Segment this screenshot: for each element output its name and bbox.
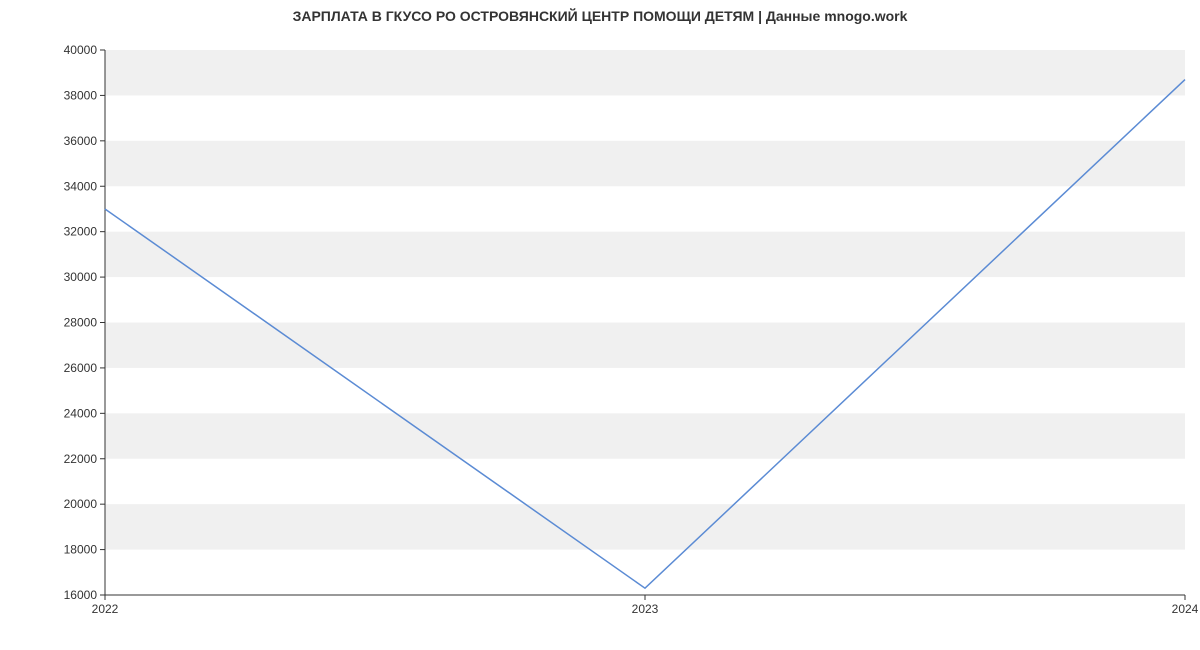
ytick-label: 38000 <box>64 88 98 102</box>
xtick-label: 2023 <box>632 602 659 616</box>
grid-band <box>105 504 1185 549</box>
chart-container: ЗАРПЛАТА В ГКУСО РО ОСТРОВЯНСКИЙ ЦЕНТР П… <box>0 0 1200 650</box>
ytick-label: 30000 <box>64 270 98 284</box>
ytick-label: 28000 <box>64 316 98 330</box>
ytick-label: 26000 <box>64 361 98 375</box>
ytick-label: 16000 <box>64 588 98 602</box>
xtick-label: 2022 <box>92 602 119 616</box>
grid-band <box>105 232 1185 277</box>
ytick-label: 40000 <box>64 43 98 57</box>
ytick-label: 22000 <box>64 452 98 466</box>
grid-band <box>105 413 1185 458</box>
ytick-label: 18000 <box>64 543 98 557</box>
chart-svg: 16000 18000 20000 22000 24000 26000 28000 30000… <box>0 0 1200 650</box>
xtick-label: 2024 <box>1172 602 1199 616</box>
ytick-label: 20000 <box>64 497 98 511</box>
grid-band <box>105 141 1185 186</box>
ytick-label: 34000 <box>64 179 98 193</box>
ytick-label: 32000 <box>64 225 98 239</box>
grid-band <box>105 50 1185 95</box>
grid-band <box>105 323 1185 368</box>
ytick-label: 36000 <box>64 134 98 148</box>
ytick-label: 24000 <box>64 406 98 420</box>
